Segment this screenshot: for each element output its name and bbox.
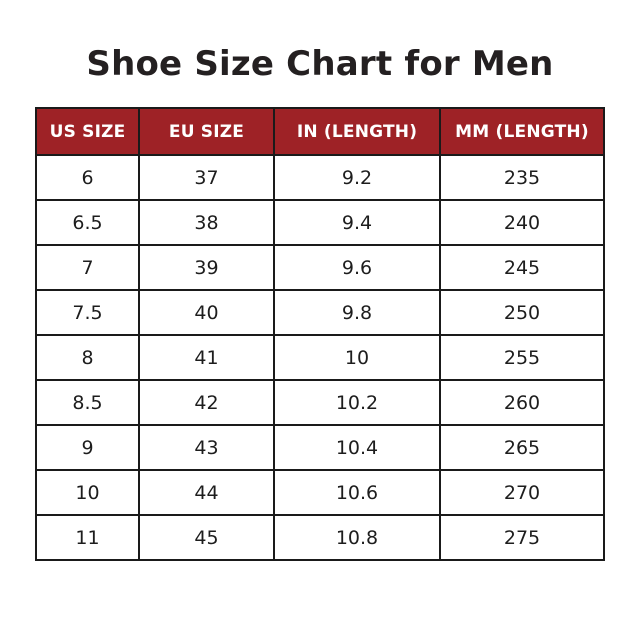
cell-in-length: 9.6 [273, 244, 441, 292]
cell-us-size: 7.5 [35, 289, 140, 337]
cell-eu-size: 41 [138, 334, 275, 382]
table-header: US SIZE EU SIZE IN (LENGTH) MM (LENGTH) [35, 107, 605, 157]
cell-in-length: 10.4 [273, 424, 441, 472]
column-header-eu-size: EU SIZE [138, 107, 275, 157]
table-row: 8.5 42 10.2 260 [35, 379, 605, 427]
cell-us-size: 6 [35, 154, 140, 202]
cell-mm-length: 265 [439, 424, 605, 472]
cell-us-size: 9 [35, 424, 140, 472]
cell-eu-size: 37 [138, 154, 275, 202]
cell-us-size: 8.5 [35, 379, 140, 427]
table-row: 6.5 38 9.4 240 [35, 199, 605, 247]
table-row: 7 39 9.6 245 [35, 244, 605, 292]
table-row: 9 43 10.4 265 [35, 424, 605, 472]
cell-eu-size: 43 [138, 424, 275, 472]
table-row: 7.5 40 9.8 250 [35, 289, 605, 337]
table-row: 8 41 10 255 [35, 334, 605, 382]
cell-mm-length: 255 [439, 334, 605, 382]
table-header-row: US SIZE EU SIZE IN (LENGTH) MM (LENGTH) [35, 107, 605, 157]
table-row: 6 37 9.2 235 [35, 154, 605, 202]
cell-mm-length: 250 [439, 289, 605, 337]
cell-eu-size: 40 [138, 289, 275, 337]
cell-in-length: 10.8 [273, 514, 441, 562]
cell-us-size: 8 [35, 334, 140, 382]
cell-eu-size: 38 [138, 199, 275, 247]
column-header-mm-length: MM (LENGTH) [439, 107, 605, 157]
cell-mm-length: 260 [439, 379, 605, 427]
cell-mm-length: 245 [439, 244, 605, 292]
cell-mm-length: 275 [439, 514, 605, 562]
size-table-body: 6 37 9.2 235 6.5 38 9.4 240 7 39 9.6 245 7.5 40 9.8 250… [35, 154, 605, 562]
cell-us-size: 11 [35, 514, 140, 562]
cell-eu-size: 39 [138, 244, 275, 292]
cell-eu-size: 42 [138, 379, 275, 427]
cell-in-length: 9.8 [273, 289, 441, 337]
cell-us-size: 10 [35, 469, 140, 517]
cell-us-size: 7 [35, 244, 140, 292]
cell-eu-size: 44 [138, 469, 275, 517]
cell-mm-length: 240 [439, 199, 605, 247]
column-header-in-length: IN (LENGTH) [273, 107, 441, 157]
page-title: Shoe Size Chart for Men [86, 44, 554, 84]
column-header-us-size: US SIZE [35, 107, 140, 157]
table-row: 10 44 10.6 270 [35, 469, 605, 517]
cell-in-length: 10.6 [273, 469, 441, 517]
table-row: 11 45 10.8 275 [35, 514, 605, 562]
cell-in-length: 10.2 [273, 379, 441, 427]
cell-mm-length: 235 [439, 154, 605, 202]
cell-in-length: 9.2 [273, 154, 441, 202]
cell-in-length: 10 [273, 334, 441, 382]
shoe-size-table: US SIZE EU SIZE IN (LENGTH) MM (LENGTH) … [35, 107, 605, 562]
cell-eu-size: 45 [138, 514, 275, 562]
cell-mm-length: 270 [439, 469, 605, 517]
cell-us-size: 6.5 [35, 199, 140, 247]
cell-in-length: 9.4 [273, 199, 441, 247]
